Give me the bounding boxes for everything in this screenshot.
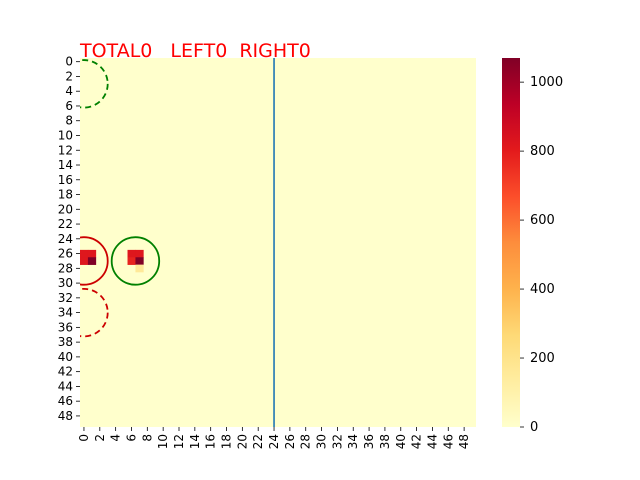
circle-red-solid <box>80 236 109 286</box>
y-tick-label: 22 <box>58 217 73 231</box>
y-axis: 0246810121416182022242628303234363840424… <box>58 55 80 423</box>
x-tick-label: 24 <box>267 434 281 449</box>
x-tick-label: 2 <box>93 434 107 442</box>
x-tick-label: 4 <box>109 434 123 442</box>
x-tick-label: 16 <box>204 434 218 449</box>
x-axis: 0 2 4 6 8 10 12 14 16 18 20 22 24 26 28 30 32 34 36 38 40 42 4… <box>77 427 471 449</box>
y-tick-label: 10 <box>58 128 73 142</box>
x-tick-label: 42 <box>410 434 424 449</box>
colorbar-tick-label: 200 <box>530 351 555 366</box>
title-right: RIGHT0 <box>239 40 311 62</box>
circle-green-dashed <box>80 59 109 109</box>
heatmap-fill <box>80 58 476 427</box>
x-tick-label: 22 <box>251 434 265 449</box>
x-tick-label: 44 <box>425 434 439 449</box>
heatmap-cell <box>127 249 136 258</box>
x-tick-label: 18 <box>220 434 234 449</box>
x-tick-label: 20 <box>235 434 249 449</box>
x-tick-label: 34 <box>346 434 360 449</box>
y-tick-label: 46 <box>58 394 73 408</box>
y-tick-label: 8 <box>65 114 73 128</box>
title-left: LEFT0 <box>170 40 227 62</box>
heatmap-cell <box>135 257 144 265</box>
x-tick-label: 8 <box>140 434 154 442</box>
y-tick-label: 2 <box>65 69 73 83</box>
y-tick-label: 32 <box>58 291 73 305</box>
y-tick-label: 6 <box>65 99 73 113</box>
x-tick-label: 14 <box>188 434 202 449</box>
heatmap-cell <box>135 249 144 258</box>
y-tick-label: 28 <box>58 261 73 275</box>
colorbar-tick-label: 400 <box>530 282 555 297</box>
x-tick-label: 30 <box>315 434 329 449</box>
x-tick-label: 26 <box>283 434 297 449</box>
y-tick-label: 26 <box>58 247 73 261</box>
heatmap-cell <box>135 264 144 273</box>
y-tick-label: 38 <box>58 335 73 349</box>
y-tick-label: 16 <box>58 173 73 187</box>
y-tick-label: 14 <box>58 158 73 172</box>
y-tick-label: 18 <box>58 188 73 202</box>
heatmap-overlays <box>80 58 275 427</box>
x-tick-label: 6 <box>124 434 138 442</box>
x-tick-label: 32 <box>330 434 344 449</box>
x-tick-label: 46 <box>441 434 455 449</box>
colorbar-tick-label: 800 <box>530 144 555 159</box>
x-tick-label: 0 <box>77 434 91 442</box>
y-tick-label: 24 <box>58 232 73 246</box>
colorbar-tick-label: 0 <box>530 420 538 435</box>
x-tick-label: 48 <box>457 434 471 449</box>
x-tick-label: 40 <box>394 434 408 449</box>
x-tick-label: 36 <box>362 434 376 449</box>
y-tick-label: 48 <box>58 409 73 423</box>
heatmap-cell <box>127 257 136 265</box>
circle-green-solid <box>110 236 161 286</box>
x-tick-label: 10 <box>156 434 170 449</box>
x-tick-label: 12 <box>172 434 186 449</box>
y-tick-label: 44 <box>58 379 73 393</box>
heatmap-cell <box>80 249 89 258</box>
colorbar-tick-label: 1000 <box>530 75 563 90</box>
chart-title: TOTAL0 LEFT0 RIGHT0 <box>79 40 311 62</box>
heatmap-cells <box>80 249 144 273</box>
y-tick-label: 36 <box>58 320 73 334</box>
colorbar-axis: 0 200 400 600 800 1000 <box>520 75 563 435</box>
y-tick-label: 30 <box>58 276 73 290</box>
circle-red-dashed <box>80 287 109 338</box>
y-tick-label: 40 <box>58 350 73 364</box>
y-tick-label: 12 <box>58 143 73 157</box>
x-tick-label: 28 <box>299 434 313 449</box>
y-tick-label: 34 <box>58 306 73 320</box>
colorbar <box>502 58 520 427</box>
heatmap-background <box>80 58 476 427</box>
title-total: TOTAL0 <box>79 40 152 62</box>
y-tick-label: 0 <box>65 55 73 69</box>
heatmap-cell <box>87 249 97 258</box>
y-tick-label: 4 <box>65 84 73 98</box>
heatmap-cell <box>80 257 89 265</box>
y-tick-label: 20 <box>58 202 73 216</box>
y-tick-label: 42 <box>58 365 73 379</box>
colorbar-tick-label: 600 <box>530 213 555 228</box>
x-tick-label: 38 <box>378 434 392 449</box>
heatmap-cell <box>87 257 97 265</box>
